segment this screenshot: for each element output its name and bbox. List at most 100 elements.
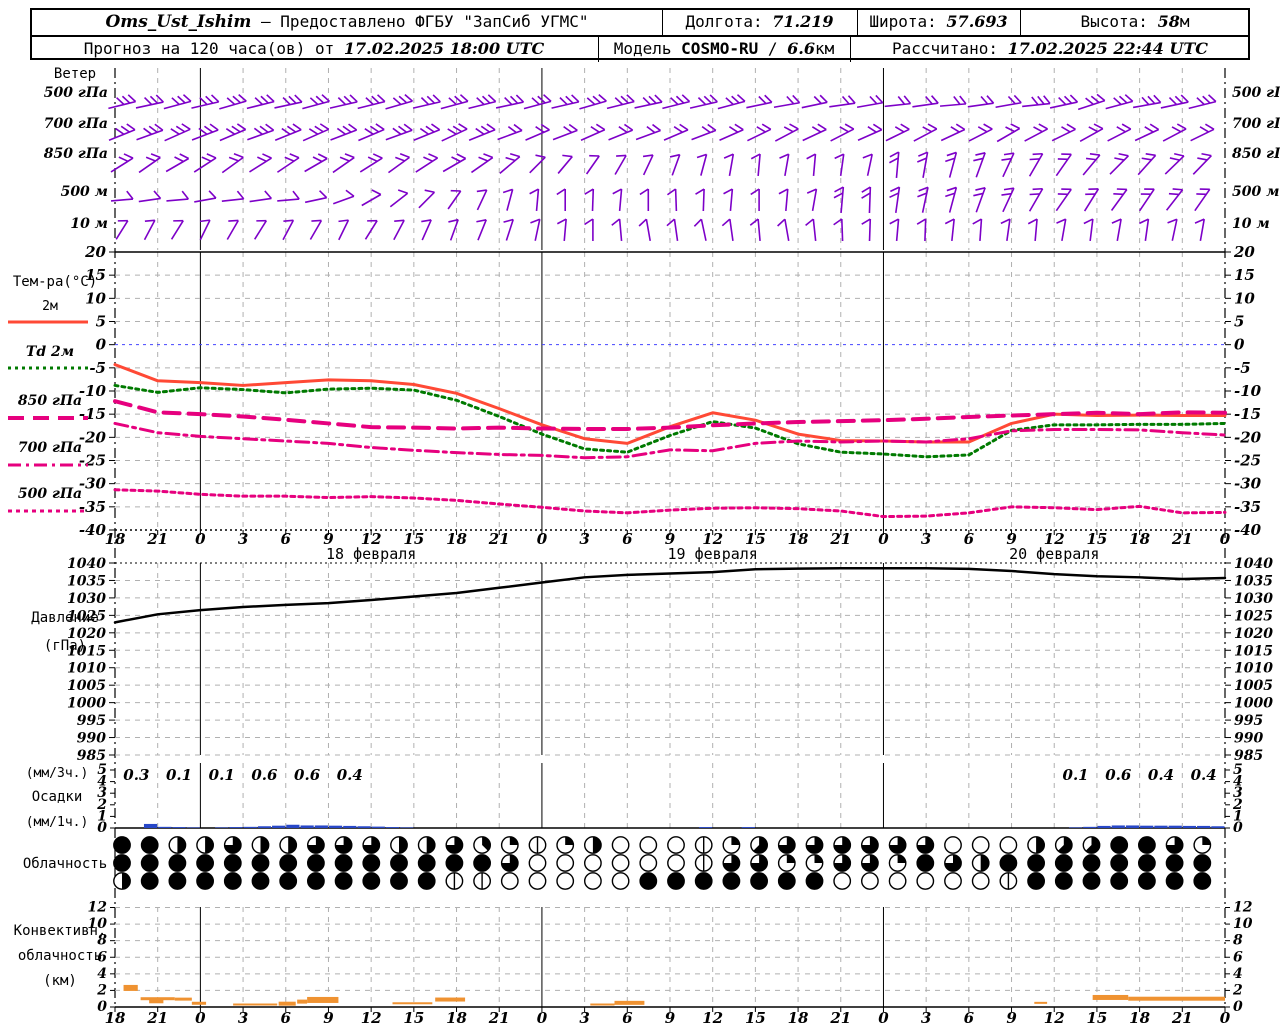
wind-barb-feather <box>811 126 822 133</box>
wind-barb-feather <box>749 218 759 226</box>
bottom-hour-label: 15 <box>1086 1009 1107 1024</box>
pressure-ytick-left: 1010 <box>67 661 106 677</box>
convective-cloud-segment <box>278 1001 296 1006</box>
precip-bar <box>1211 826 1225 828</box>
precip-3h-sum: 0.4 <box>1191 766 1217 784</box>
hour-label: 0 <box>537 530 548 548</box>
wind-barb-feather <box>392 97 402 106</box>
wind-barb <box>1002 152 1015 178</box>
wind-barb <box>1107 128 1132 142</box>
wind-barb <box>996 127 1021 143</box>
wind-barb-feather <box>1169 157 1180 161</box>
wind-barb-feather <box>889 151 900 158</box>
wind-barb-feather <box>150 153 161 159</box>
wind-barb <box>1024 128 1048 142</box>
wind-barb <box>968 128 993 142</box>
wind-barb <box>193 157 217 173</box>
wind-barb-feather <box>779 153 790 159</box>
bottom-hour-label: 21 <box>488 1009 510 1024</box>
convective-cloud-segment <box>307 996 339 1003</box>
wind-barb <box>1190 128 1215 142</box>
bottom-hour-label: 9 <box>1006 1009 1017 1024</box>
cloud-symbol <box>445 854 464 872</box>
wind-barb <box>495 101 524 109</box>
wind-barb <box>551 101 580 109</box>
pressure-ytick-right: 1000 <box>1234 696 1273 712</box>
wind-barb-feather <box>761 123 772 130</box>
altitude-value: 58 <box>1157 12 1180 31</box>
cloud-symbol <box>140 854 159 872</box>
wind-barb-feather <box>980 95 989 105</box>
wind-barb <box>138 156 161 174</box>
wind-barb <box>579 100 607 110</box>
wind-barb <box>415 157 439 173</box>
precip-bar <box>1197 825 1211 828</box>
wind-barb-feather <box>786 95 795 105</box>
wind-barb-feather <box>867 126 877 133</box>
wind-barb-feather <box>565 95 574 104</box>
wind-barb-feather <box>394 219 405 222</box>
cloud-symbol <box>916 854 935 872</box>
temp-ytick-right: 20 <box>1233 243 1255 261</box>
wind-barb-feather <box>143 96 153 106</box>
wind-barb-feather <box>289 153 300 159</box>
model-label: Модель <box>613 39 672 58</box>
pressure-ytick-left: 1030 <box>67 591 106 607</box>
wind-barb-feather <box>1010 123 1021 130</box>
wind-barb <box>975 187 986 213</box>
wind-barb-feather <box>475 127 485 135</box>
cloud-symbol <box>805 872 824 890</box>
wind-barb-feather <box>1032 187 1043 191</box>
wind-row-label-left: 700 гПа <box>44 116 108 132</box>
wind-barb-feather <box>875 94 884 104</box>
cloud-symbol <box>1165 872 1184 890</box>
wind-barb <box>338 219 350 241</box>
cloud-symbol <box>528 854 547 872</box>
wind-barb-feather <box>556 218 567 225</box>
wind-barb-feather <box>654 94 663 103</box>
wind-barb-feather <box>861 192 871 199</box>
wind-barb <box>534 219 541 241</box>
wind-barb-feather <box>319 123 330 130</box>
wind-barb-feather <box>1029 193 1040 196</box>
precip-ytick-left: 1 <box>97 808 107 824</box>
wind-barb <box>868 186 872 214</box>
pressure-ytick-right: 1020 <box>1234 626 1273 642</box>
wind-barb-feather <box>1061 126 1071 133</box>
wind-barb-feather <box>149 95 159 104</box>
cloud-symbol-fill <box>861 836 879 854</box>
wind-barb-feather <box>118 156 129 163</box>
cloud-symbol <box>223 872 242 890</box>
wind-barb-feather <box>343 95 352 104</box>
wind-barb-feather <box>454 95 463 104</box>
cloud-symbol <box>611 854 630 872</box>
wind-barb-feather <box>423 156 433 162</box>
convective-cloud-segment <box>614 1000 645 1005</box>
wind-barb-feather <box>1118 95 1128 104</box>
wind-barb-feather <box>292 190 300 200</box>
bottom-hour-label: 0 <box>537 1009 548 1024</box>
cloud-symbol <box>1110 836 1129 854</box>
cloud-symbol <box>999 836 1018 854</box>
cloud-symbol <box>639 872 658 890</box>
wind-barb-feather <box>839 126 849 133</box>
wind-barb-feather <box>1005 126 1015 133</box>
wind-barb-feather <box>529 188 539 195</box>
wind-barb-feather <box>253 127 263 135</box>
wind-barb <box>1162 128 1187 142</box>
cloud-symbol-fill <box>917 836 934 854</box>
cloud-symbol <box>279 854 298 872</box>
wind-barb-feather <box>626 94 635 103</box>
calculated-cell: Рассчитано: 17.02.2025 22:44 UTC <box>850 37 1249 62</box>
wind-barb-feather <box>367 156 378 163</box>
precip-ytick-right: 5 <box>1233 762 1243 778</box>
wind-barb-feather <box>507 125 517 134</box>
wind-barb <box>857 128 883 142</box>
wind-barb <box>468 129 496 141</box>
wind-barb-feather <box>447 128 457 135</box>
wind-barb <box>1055 153 1072 177</box>
cloud-symbol <box>223 854 242 872</box>
wind-barb <box>138 197 161 203</box>
wind-barb-feather <box>725 97 734 106</box>
cloud-symbol <box>251 872 270 890</box>
